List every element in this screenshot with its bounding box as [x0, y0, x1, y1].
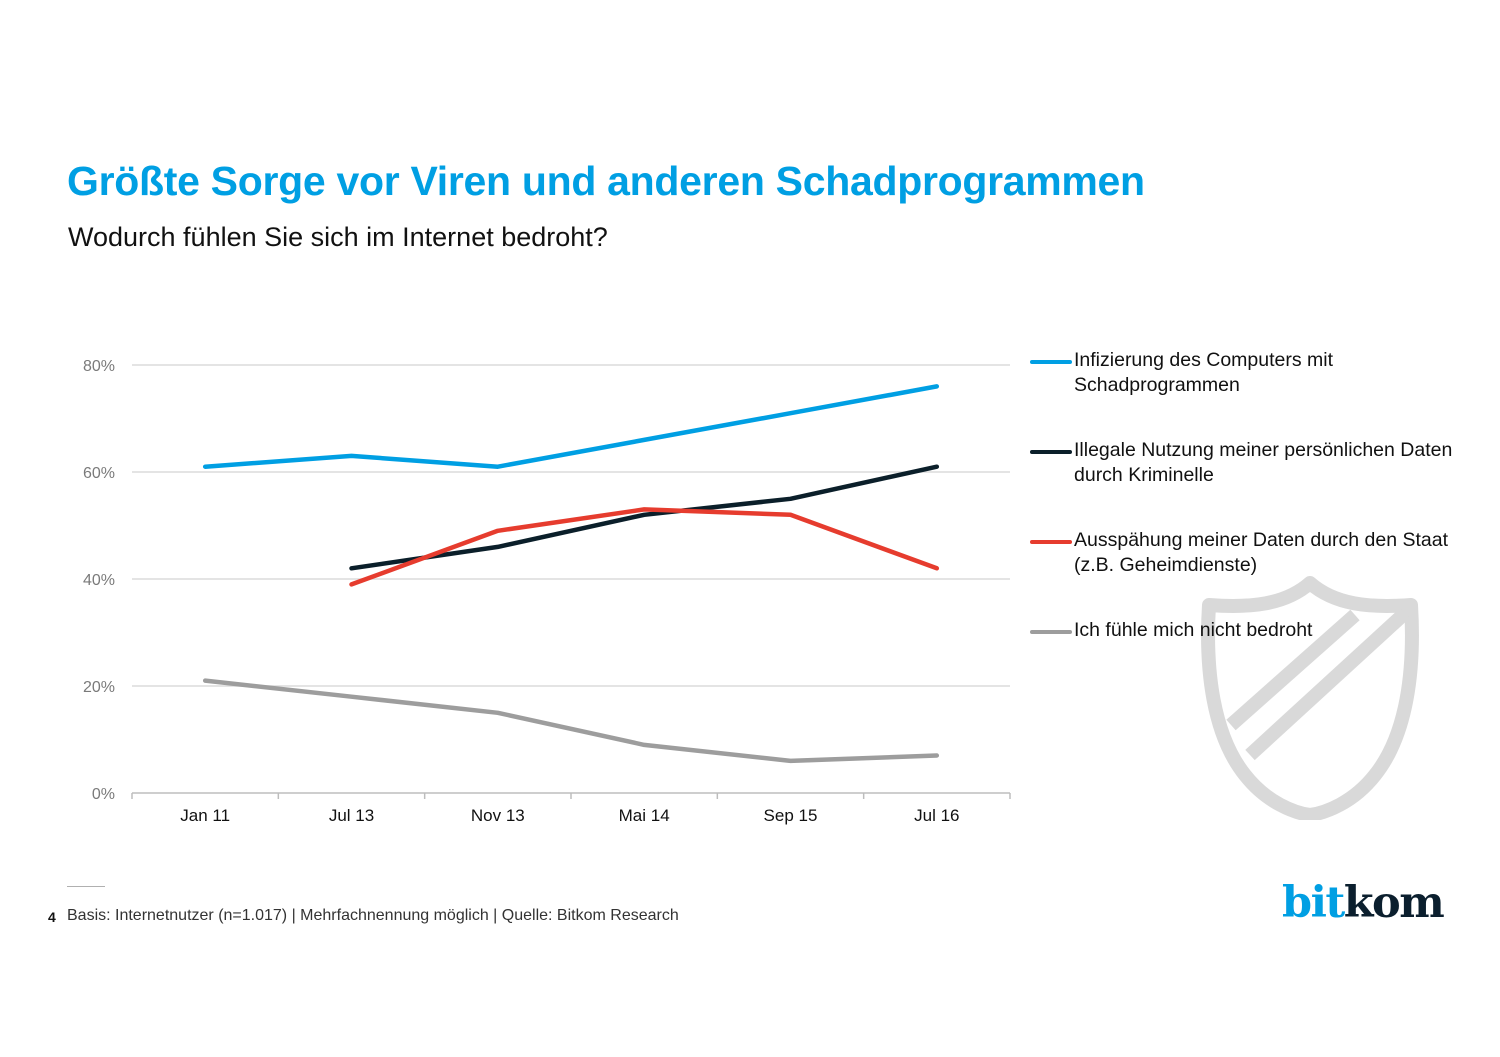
series-lines	[202, 384, 940, 764]
series-line	[202, 384, 940, 469]
x-tick-label: Mai 14	[619, 806, 670, 825]
gridlines	[132, 364, 1010, 687]
page-title: Größte Sorge vor Viren und anderen Schad…	[67, 158, 1145, 204]
legend-label: Ausspähung meiner Daten durch den Staat …	[1074, 529, 1448, 576]
legend-item: Ich fühle mich nicht bedroht	[1030, 618, 1454, 643]
legend-swatch	[1030, 360, 1072, 364]
y-tick-labels: 0% 20% 40% 60% 80%	[83, 358, 115, 803]
y-tick-label: 80%	[83, 358, 115, 375]
shield-icon	[1201, 576, 1419, 820]
legend-label: Illegale Nutzung meiner persönlichen Dat…	[1074, 439, 1453, 486]
x-tick-labels: Jan 11 Jul 13 Nov 13 Mai 14 Sep 15 Jul 16	[180, 806, 959, 825]
series-line	[202, 678, 940, 764]
x-tick-label: Nov 13	[471, 806, 525, 825]
x-tick-label: Jul 13	[329, 806, 374, 825]
x-tick-label: Jan 11	[180, 806, 230, 825]
y-tick-label: 0%	[92, 786, 115, 803]
bitkom-logo: bitkom	[1282, 878, 1445, 928]
x-axis	[131, 792, 1011, 799]
x-tick-label: Sep 15	[764, 806, 818, 825]
page-number: 4	[48, 909, 56, 925]
logo-part-kom: kom	[1343, 878, 1445, 928]
page-subtitle: Wodurch fühlen Sie sich im Internet bedr…	[68, 222, 608, 252]
legend-swatch	[1030, 450, 1072, 454]
y-tick-label: 40%	[83, 572, 115, 589]
legend-swatch	[1030, 540, 1072, 544]
y-tick-label: 20%	[83, 679, 115, 696]
legend-label: Ich fühle mich nicht bedroht	[1074, 619, 1313, 641]
legend-swatch	[1030, 630, 1072, 634]
legend-item: Illegale Nutzung meiner persönlichen Dat…	[1030, 438, 1454, 488]
x-tick-label: Jul 16	[914, 806, 959, 825]
footer-divider	[67, 886, 105, 887]
legend-label: Infizierung des Computers mit Schadprogr…	[1074, 349, 1334, 396]
legend-item: Ausspähung meiner Daten durch den Staat …	[1030, 528, 1454, 578]
series-line	[349, 507, 940, 587]
source-note: Basis: Internetnutzer (n=1.017) | Mehrfa…	[67, 907, 679, 924]
series-line	[349, 464, 940, 571]
y-tick-label: 60%	[83, 465, 115, 482]
logo-part-bit: bit	[1282, 878, 1345, 928]
legend-item: Infizierung des Computers mit Schadprogr…	[1030, 348, 1454, 398]
